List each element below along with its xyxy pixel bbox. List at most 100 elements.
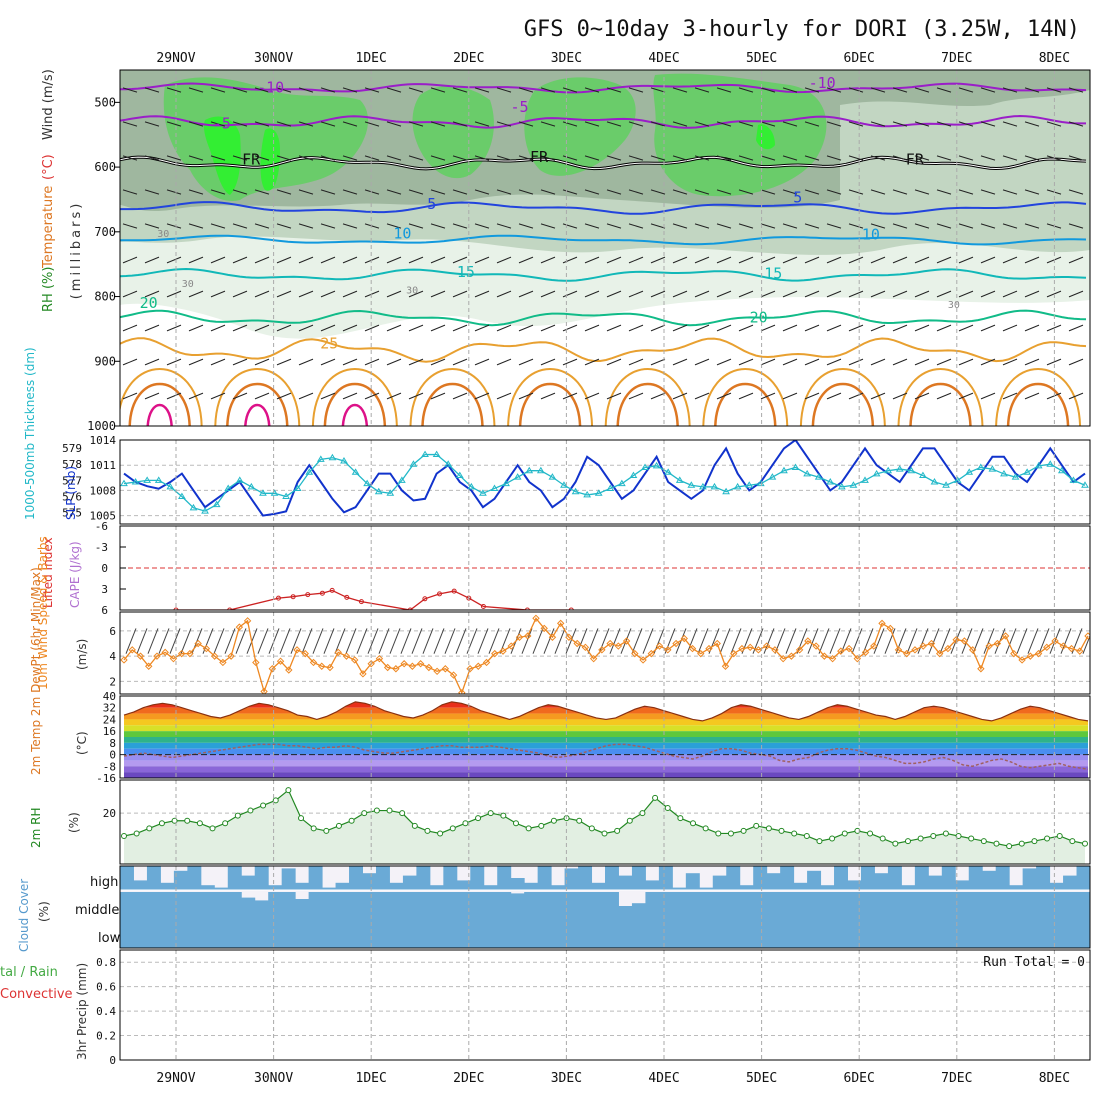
wind-barb (826, 121, 842, 127)
thickness-point (687, 481, 696, 488)
rh2m-point (1031, 838, 1038, 845)
wind-barb (496, 290, 512, 298)
date-label-bottom: 8DEC (1039, 1071, 1070, 1086)
rh-bright-patch (756, 124, 775, 150)
wind-barb (254, 189, 270, 195)
wind-barb (320, 358, 336, 366)
wind10-speed-point (779, 654, 787, 663)
thickness-point (826, 478, 835, 485)
temp2m-tick-label: 40 (103, 690, 116, 703)
wind-barb (1068, 392, 1084, 400)
wind10-tick-label: 6 (109, 625, 116, 638)
wind-barb (320, 87, 336, 93)
cloud-bar-middle (429, 892, 444, 920)
cloud-bar-high (591, 882, 606, 890)
cloud-bar-low (982, 920, 997, 948)
wind-barb (760, 189, 776, 195)
thickness-point (976, 463, 985, 470)
wind10-barb (774, 628, 786, 654)
cloud-bar-high (470, 866, 485, 890)
wind-barb (694, 290, 710, 298)
cloud-bar-low (955, 920, 970, 948)
wind10-speed-point (342, 652, 351, 660)
wind-barb (562, 324, 578, 332)
rh2m-point (904, 838, 911, 845)
rh2m-point (588, 825, 595, 832)
wind10-barb (1082, 634, 1090, 654)
wind10-speed-point (120, 656, 128, 664)
wind-barb (166, 256, 182, 264)
isotherm-25-loop (120, 368, 203, 426)
wind-barb (430, 189, 446, 195)
li-tick-label: 3 (101, 583, 108, 596)
cloud-bar-low (685, 920, 700, 948)
wind-barb (980, 223, 996, 229)
wind10-barb (455, 628, 467, 654)
wind-barb (518, 256, 534, 264)
wind-barb (518, 121, 534, 127)
wind10-speed-point (952, 636, 960, 644)
cloud-level-high: high (90, 875, 118, 890)
wind-barb (782, 155, 798, 161)
cloud-bar-low (429, 920, 444, 948)
wind-barb (738, 256, 754, 264)
cloud-bar-low (860, 920, 875, 948)
lifted-index-point (480, 604, 486, 609)
thickness-tick-label: 578 (62, 458, 82, 471)
wind-barb (254, 290, 270, 298)
wind10-speed-point (655, 642, 664, 650)
cloud-bar-high (483, 885, 498, 890)
isotherm-35-loop (244, 404, 271, 426)
wind-barb (826, 290, 842, 298)
wind10-speed-point (647, 649, 656, 658)
wind10-speed-point (1084, 632, 1090, 640)
slp-tick-label: 1008 (90, 484, 117, 497)
freezing-level-line-inner (120, 156, 1087, 170)
wind-barb (496, 256, 512, 264)
rh2m-panel-labels: 2m RH (%) (29, 808, 81, 849)
wind-barb (826, 256, 842, 264)
wind-barb (452, 189, 468, 195)
wind-barb (782, 392, 798, 400)
wind-barb (672, 256, 688, 264)
lifted-index-point (305, 592, 311, 598)
wind-barb (276, 189, 292, 195)
thickness-point (1034, 461, 1043, 469)
wind10-barb (257, 628, 269, 654)
wind-barb (584, 392, 600, 400)
wind10-speed-point (145, 662, 153, 670)
cloud-bar-middle (389, 892, 404, 920)
isotherm-10 (120, 234, 1087, 246)
wind-barb (562, 189, 578, 195)
thickness-point (872, 469, 881, 477)
wind10-barb (785, 628, 797, 654)
thickness-point (907, 466, 916, 474)
wind10-speed-point (1001, 632, 1010, 640)
wind-barb (848, 256, 864, 264)
wind-barb (848, 358, 864, 366)
wind-barb (430, 256, 446, 264)
wind-barb (1002, 189, 1018, 195)
wind-barb (188, 189, 204, 195)
temp2m-tick-label: -8 (103, 760, 116, 773)
wind-barb (650, 290, 666, 298)
wind10-speed-point (309, 658, 318, 667)
wind-barb (672, 155, 688, 161)
wind-barb (540, 189, 556, 195)
wind-barb (892, 189, 908, 195)
wind-barb (496, 121, 512, 127)
wind-barb (760, 87, 776, 93)
wind10-barb (807, 628, 819, 654)
wind-barb (386, 358, 402, 366)
wind-barb (980, 189, 996, 195)
wind10-barb (642, 628, 654, 654)
thickness-tick-label: 575 (62, 507, 82, 520)
wind-barb (958, 189, 974, 195)
wind-barb (628, 256, 644, 264)
cloud-bar-low (780, 920, 795, 948)
cloud-bar-middle (685, 892, 700, 920)
thickness-point (722, 487, 730, 495)
precip-tick-label: 0.2 (96, 1030, 116, 1043)
contour-label: 30 (182, 279, 194, 290)
panel-frame (119, 69, 1091, 427)
